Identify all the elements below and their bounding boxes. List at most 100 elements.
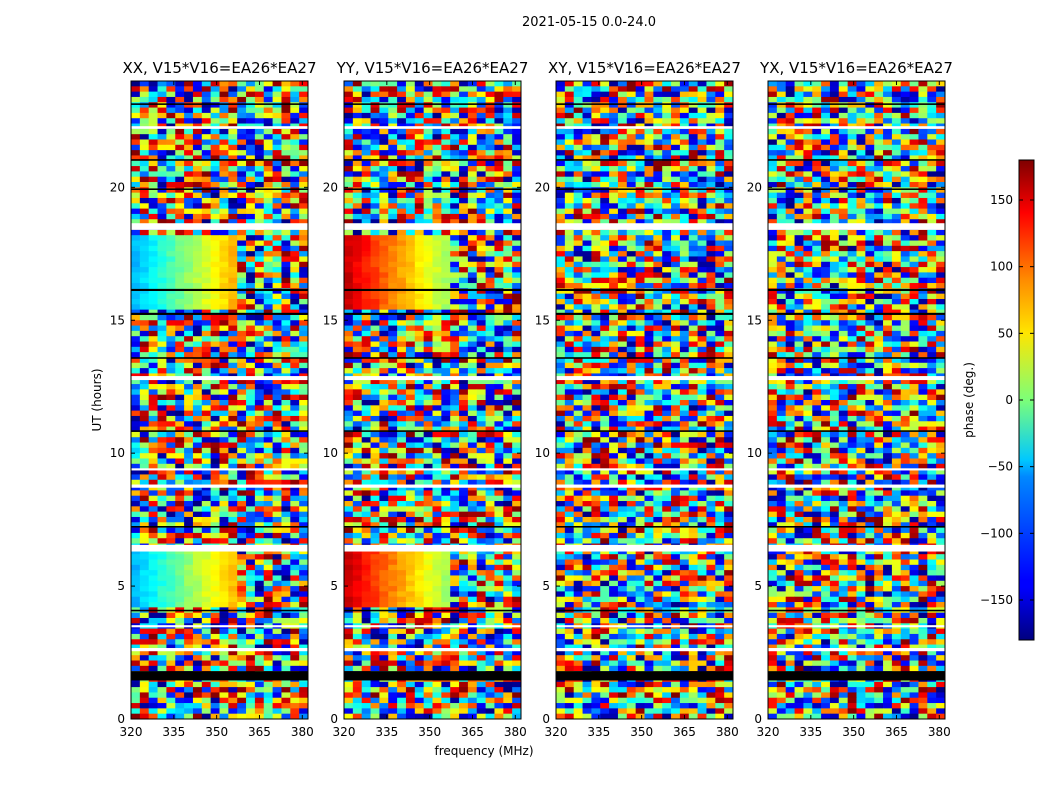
figure-title: 2021-05-15 0.0-24.0 xyxy=(522,15,656,30)
colorbar-tick-label: −100 xyxy=(980,526,1013,540)
data-gap xyxy=(344,223,521,230)
y-tick-label: 15 xyxy=(535,313,550,327)
panel-title: XX, V15*V16=EA26*EA27 xyxy=(122,59,316,77)
x-tick-label: 365 xyxy=(248,725,271,739)
y-tick-label: 5 xyxy=(117,579,125,593)
colorbar-tick-label: −50 xyxy=(988,460,1013,474)
data-gap xyxy=(768,223,945,230)
y-tick-label: 10 xyxy=(323,446,338,460)
phase-field xyxy=(131,81,309,720)
x-tick-label: 320 xyxy=(333,725,356,739)
y-tick-label: 0 xyxy=(542,712,550,726)
colorbar-tick-label: 50 xyxy=(998,326,1013,340)
data-gap xyxy=(556,103,733,105)
data-gap xyxy=(344,376,521,381)
data-gap xyxy=(768,357,945,359)
phase-field xyxy=(768,81,946,720)
data-gap xyxy=(556,223,733,230)
y-tick-label: 20 xyxy=(110,180,125,194)
y-tick-label: 15 xyxy=(323,313,338,327)
data-gap xyxy=(131,357,308,359)
data-gap xyxy=(768,648,945,652)
data-gap xyxy=(768,159,945,161)
x-tick-label: 365 xyxy=(885,725,908,739)
phase-field xyxy=(556,81,734,720)
panel-2: YY, V15*V16=EA26*EA27 320 335 350 365 380 0 5 10… xyxy=(323,59,529,739)
data-gap xyxy=(344,526,521,528)
data-gap xyxy=(131,376,308,381)
data-gap xyxy=(556,648,733,652)
data-gap xyxy=(344,430,521,432)
data-gap xyxy=(131,188,308,190)
data-gap xyxy=(344,544,521,552)
panel-title: XY, V15*V16=EA26*EA27 xyxy=(548,59,741,77)
y-tick-label: 15 xyxy=(110,313,125,327)
data-gap xyxy=(556,484,733,488)
data-gap xyxy=(768,312,945,315)
data-gap xyxy=(556,376,733,381)
data-gap xyxy=(131,468,308,471)
data-gap xyxy=(556,288,733,292)
data-gap xyxy=(768,376,945,381)
x-tick-label: 380 xyxy=(291,725,314,739)
x-tick-label: 335 xyxy=(375,725,398,739)
data-gap xyxy=(131,103,308,105)
data-gap xyxy=(556,159,733,161)
data-gap xyxy=(768,288,945,292)
data-gap xyxy=(344,648,521,652)
data-gap xyxy=(131,484,308,488)
data-gap xyxy=(556,126,733,129)
panel-frame xyxy=(555,80,734,720)
y-tick-label: 0 xyxy=(754,712,762,726)
x-tick-label: 335 xyxy=(799,725,822,739)
x-tick-label: 320 xyxy=(545,725,568,739)
panel-3: XY, V15*V16=EA26*EA27 320 335 350 365 380 0 5 10… xyxy=(535,59,741,739)
data-gap xyxy=(131,625,308,628)
y-tick-label: 20 xyxy=(535,180,550,194)
data-gap xyxy=(131,544,308,552)
y-tick-label: 5 xyxy=(330,579,338,593)
x-tick-label: 335 xyxy=(162,725,185,739)
panel-4: YX, V15*V16=EA26*EA27 320 335 350 365 380 0 5 10… xyxy=(747,59,953,739)
colorbar-tick-label: 100 xyxy=(990,260,1013,274)
data-gap xyxy=(556,357,733,359)
colorbar: −150 −100 −50 0 50 100 150 phase (deg.) xyxy=(962,159,1035,641)
data-gap xyxy=(768,625,945,628)
data-gap xyxy=(131,126,308,129)
x-tick-label: 335 xyxy=(587,725,610,739)
data-gap xyxy=(556,671,733,681)
x-axis-label: frequency (MHz) xyxy=(434,744,533,758)
data-gap xyxy=(556,609,733,612)
colorbar-tick-label: 150 xyxy=(990,193,1013,207)
y-tick-label: 5 xyxy=(542,579,550,593)
phase-field xyxy=(344,81,522,720)
y-tick-label: 0 xyxy=(117,712,125,726)
data-gap xyxy=(768,126,945,129)
x-tick-label: 380 xyxy=(928,725,951,739)
panel-frame xyxy=(343,80,522,720)
y-tick-label: 10 xyxy=(110,446,125,460)
y-axis-label: UT (hours) xyxy=(90,368,104,431)
data-gap xyxy=(344,188,521,190)
data-gap xyxy=(768,188,945,190)
data-gap xyxy=(556,188,733,190)
data-gap xyxy=(131,430,308,432)
data-gap xyxy=(768,609,945,612)
data-gap xyxy=(131,288,308,292)
colorbar-label: phase (deg.) xyxy=(962,362,976,438)
data-gap xyxy=(768,671,945,681)
data-gap xyxy=(768,430,945,432)
data-gap xyxy=(131,609,308,612)
y-tick-label: 20 xyxy=(747,180,762,194)
data-gap xyxy=(344,159,521,161)
y-tick-label: 20 xyxy=(323,180,338,194)
x-tick-label: 350 xyxy=(418,725,441,739)
data-gap xyxy=(768,544,945,552)
data-gap xyxy=(556,430,733,432)
x-tick-label: 320 xyxy=(757,725,780,739)
x-tick-label: 320 xyxy=(120,725,143,739)
data-gap xyxy=(344,468,521,471)
x-tick-label: 350 xyxy=(630,725,653,739)
data-gap xyxy=(344,288,521,292)
data-gap xyxy=(556,468,733,471)
